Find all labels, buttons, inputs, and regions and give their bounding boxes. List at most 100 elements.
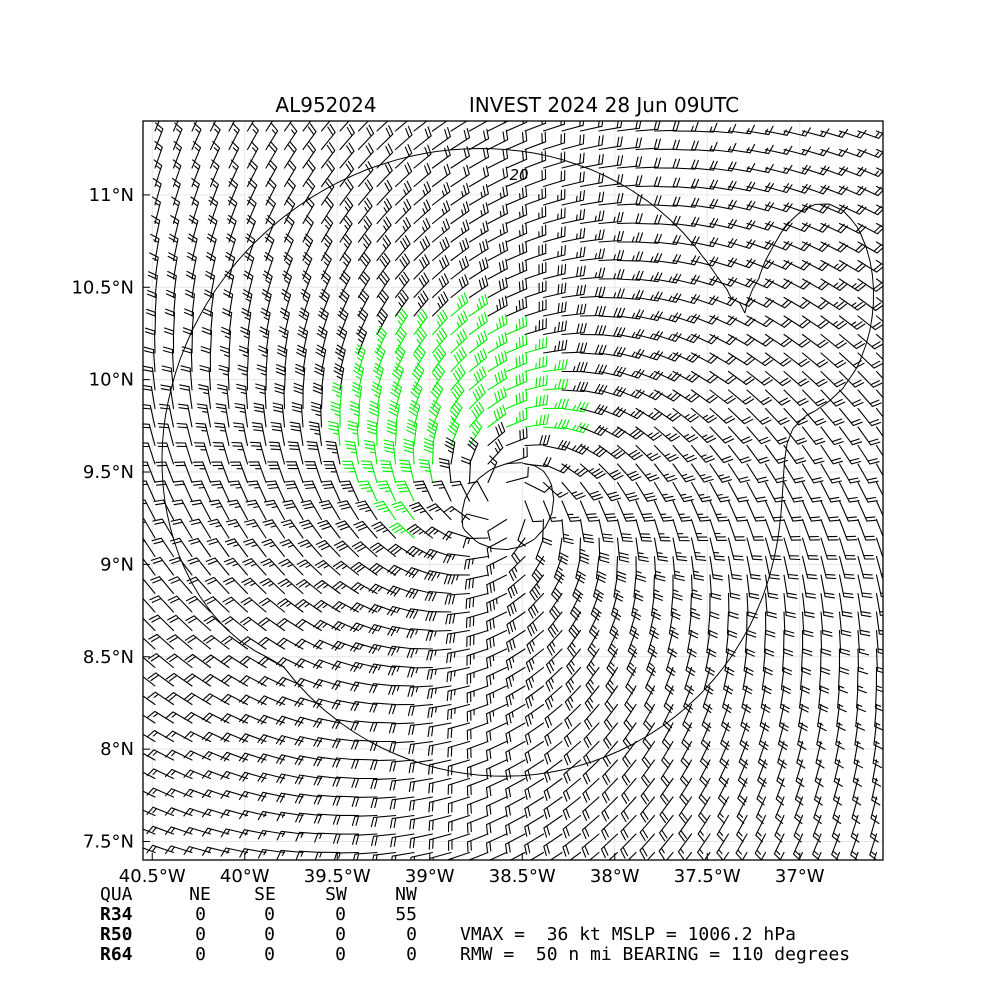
wind-barb: [188, 537, 212, 558]
wind-barb: [801, 407, 827, 426]
wind-barb: [606, 648, 619, 676]
wind-barb: [646, 851, 656, 860]
wind-barb: [727, 574, 741, 600]
wind-barb: [168, 233, 179, 262]
wind-barb: [196, 403, 212, 428]
wind-barb: [718, 759, 730, 788]
wind-barb: [232, 422, 249, 447]
wind-barb: [465, 611, 489, 629]
storm-name-date-title: INVEST 2024 28 Jun 09UTC: [469, 93, 739, 117]
wind-barb: [709, 315, 738, 326]
wind-barb: [678, 796, 693, 824]
wind-barb: [367, 420, 378, 447]
wind-barb: [255, 383, 267, 410]
wind-barb: [376, 234, 392, 262]
wind-barb: [709, 352, 737, 365]
wind-barb: [672, 555, 685, 582]
wind-barb: [506, 611, 526, 635]
wind-barb: [388, 722, 415, 734]
wind-barb: [487, 386, 507, 410]
wind-barb: [431, 327, 448, 354]
wind-barb: [239, 655, 267, 669]
wind-barb: [838, 166, 867, 177]
wind-barb: [256, 364, 267, 391]
wind-barb: [165, 692, 193, 706]
wind-barb: [244, 251, 255, 280]
wind-barb: [616, 426, 644, 440]
wind-barb: [857, 222, 883, 235]
wind-barb: [468, 312, 488, 336]
wind-barb: [854, 851, 859, 860]
y-tick-label: 7.5°N: [83, 832, 134, 853]
wind-barb: [561, 246, 586, 262]
wind-barb: [394, 125, 413, 151]
wind-barb: [760, 851, 767, 860]
wind-barb: [775, 777, 785, 806]
table-header-nw: NW: [395, 884, 417, 905]
wind-barb: [257, 695, 286, 706]
wind-barb: [407, 666, 434, 678]
wind-barb: [598, 192, 624, 206]
wind-barb: [183, 807, 212, 817]
wind-barb: [690, 370, 719, 384]
wind-barb: [408, 740, 434, 755]
wind-barb: [801, 518, 821, 541]
wind-barb: [428, 814, 452, 832]
wind-barb: [525, 666, 545, 691]
wind-barb: [143, 365, 156, 391]
wind-barb: [146, 806, 175, 817]
wind-barb: [672, 574, 683, 601]
wind-barb: [820, 426, 844, 446]
wind-barb: [229, 461, 249, 484]
wind-barb: [653, 370, 682, 382]
wind-barb: [583, 740, 600, 767]
wind-barb: [318, 500, 341, 521]
wind-barb: [820, 481, 841, 503]
wind-barb: [717, 777, 730, 806]
wind-barb: [542, 282, 567, 299]
wind-barb: [143, 518, 156, 539]
wind-barb: [579, 463, 606, 479]
wind-barb: [505, 740, 526, 763]
wind-barb: [783, 574, 798, 599]
wind-barb: [246, 480, 267, 502]
y-tick-label: 10°N: [89, 370, 134, 391]
wind-barb: [727, 463, 751, 483]
wind-barb: [143, 714, 156, 724]
wind-barb: [697, 814, 711, 842]
wind-barb: [820, 500, 840, 522]
wind-barb: [672, 500, 692, 522]
wind-barb: [801, 574, 817, 599]
wind-barb: [468, 128, 490, 151]
wind-barb: [371, 381, 383, 410]
wind-barb: [875, 278, 883, 285]
wind-barb: [524, 355, 548, 373]
wind-barb: [561, 481, 586, 500]
wind-barb: [598, 269, 625, 280]
wind-barb: [257, 636, 286, 650]
wind-barb: [524, 814, 545, 837]
wind-barb: [282, 270, 293, 299]
wind-barb: [339, 480, 360, 502]
wind-barb: [727, 258, 756, 269]
wind-barb: [154, 121, 160, 132]
wind-barb: [857, 148, 883, 159]
wind-barb: [279, 539, 304, 558]
wind-barb: [146, 768, 175, 780]
wind-barb: [875, 259, 883, 266]
wind-barb: [424, 590, 452, 602]
wind-barb: [485, 685, 508, 706]
wind-barb: [709, 555, 724, 581]
wind-barb: [143, 597, 156, 613]
wind-barb: [783, 611, 795, 638]
wind-barb: [486, 648, 508, 669]
wind-barb: [298, 307, 310, 336]
wind-barb: [146, 749, 175, 761]
wind-barb: [820, 278, 848, 291]
wind-barb: [640, 777, 656, 805]
wind-barb: [690, 592, 701, 620]
wind-barb: [164, 826, 193, 835]
wind-barb: [746, 144, 774, 155]
wind-barb: [661, 740, 674, 769]
wind-barb: [635, 481, 658, 502]
